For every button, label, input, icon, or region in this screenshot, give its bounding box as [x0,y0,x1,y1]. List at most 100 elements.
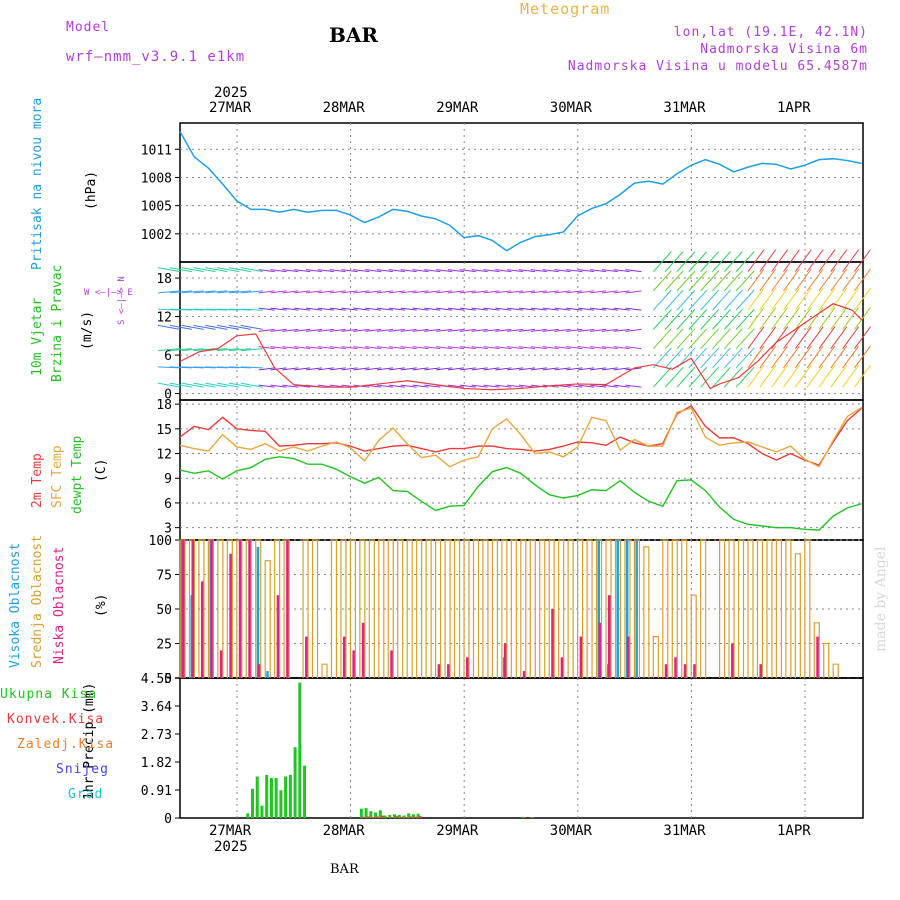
wind-arrow [771,307,789,330]
wind-arrow [459,367,476,371]
legend-freezing-rain: Zaledj.Kisa [17,737,115,752]
convective-rain-bar [380,815,384,818]
date-label: 29MAR [436,823,479,839]
wind-arrow [436,269,453,273]
wind-arrow [294,290,311,294]
wind-arrow [193,290,216,294]
wind-arrow [723,328,743,349]
mid-cloud-bar [311,539,319,678]
high-cloud-bar [616,540,619,678]
wind-arrow [258,290,275,294]
wind-arrow [664,251,684,272]
date-label: 29MAR [436,100,479,116]
wind-arrow [723,366,743,388]
wind-arrow [854,345,871,369]
wind-arrow [495,346,512,350]
mid-cloud-bar [236,539,243,678]
wind-arrow [376,384,394,388]
wind-arrow [613,290,630,294]
panel-precipitation: 0 0.91 1.82 2.73 3.64 4.55 [141,672,864,827]
wind-arrow [806,326,824,349]
wind-arrow [388,290,405,294]
wind-arrow [735,347,755,369]
wind-arrow [578,269,595,273]
wind-arrow [193,366,216,369]
wind-arrow [305,290,323,294]
wind_speed-tick-label: 12 [156,311,172,326]
wind-arrow [169,348,192,352]
wind-arrow [495,290,512,294]
cloud_cover-tick-label: 100 [149,534,172,549]
footer-station: BAR [330,862,359,877]
mid-cloud-bar [264,560,271,678]
wind-arrow [365,384,382,388]
wind-arrow [495,307,512,311]
wind-arrow [228,324,252,330]
wind-arrow [341,328,358,332]
wind-arrow [305,269,323,273]
mid-cloud-bar [198,539,205,678]
wind-arrow [436,290,453,294]
wind-arrow [507,269,524,273]
wind-arrow [652,309,672,330]
wind-arrow [688,328,708,349]
mid-cloud-bar [804,539,811,678]
wind-arrow [400,384,417,388]
wind-arrow [305,384,323,388]
wind-arrow [818,307,836,330]
wind-arrow [459,328,476,332]
wind-arrow [341,346,358,350]
mid-cloud-bar [652,636,659,678]
wind-arrow [193,348,216,352]
wind-arrow [294,269,311,273]
low-cloud-bar [598,622,602,678]
wind-arrow [412,269,429,273]
wind-arrow [240,348,263,352]
pressure-unit: (hPa) [84,170,99,210]
mid-cloud-bar [302,539,309,678]
wind-arrow [712,347,731,369]
low-cloud-bar [191,540,194,678]
wind-arrow [157,324,181,330]
wind-arrow [270,367,287,371]
wind-arrow [771,326,789,349]
total-rain-bar [369,811,373,818]
temperature-frame [179,399,864,541]
mid-cloud-bar [567,539,574,678]
wind-arrow [589,367,607,371]
wind-arrow [854,287,871,311]
wind-arrow [459,346,476,350]
wind-arrow [388,328,405,332]
low-cloud-bar [229,553,232,678]
wind-arrow [676,270,696,292]
mid-cloud-bars [179,539,839,678]
wind-arrow [240,267,263,273]
wind-arrow [400,367,417,371]
wind-speed-line [179,303,863,391]
wind-arrow [317,328,334,332]
mid-cloud-bar [558,539,565,678]
wind-arrow [169,382,192,388]
wind-arrow [688,347,708,369]
wind-arrow [507,346,524,350]
low-cloud-bar [664,664,668,678]
convective-rain-bar [371,817,375,818]
mid-cloud-bar [340,539,347,678]
wind-arrow [676,366,696,388]
wind-arrow [842,307,860,330]
total-rain-bar [397,814,401,818]
mid-cloud-bar [823,642,830,678]
wind-arrow [854,249,871,272]
low-cloud-bars [182,540,819,678]
wind-arrow [317,367,334,371]
convective-rain-bar [395,816,398,818]
wind-arrow [436,367,453,371]
wind-arrow [676,328,696,349]
wind-arrow [652,347,672,369]
wind-arrow [329,307,346,311]
mid-cloud-bar [766,539,773,678]
wind-arrow [854,364,871,388]
wind-arrow [258,269,275,273]
mid-cloud-bar [378,539,385,678]
